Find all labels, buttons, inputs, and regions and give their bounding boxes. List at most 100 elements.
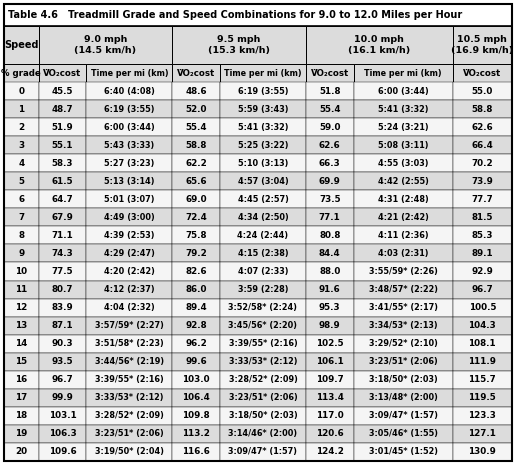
Bar (4, 407, 39, 425)
Bar (172, 118, 220, 136)
Text: 123.3: 123.3 (469, 412, 496, 420)
Text: 55.4: 55.4 (185, 123, 207, 132)
Text: 3:18/50* (2:03): 3:18/50* (2:03) (369, 375, 438, 384)
Bar (87, 154, 172, 172)
Bar (172, 425, 220, 443)
Text: 100.5: 100.5 (469, 303, 496, 312)
Bar (306, 389, 353, 407)
Bar (306, 407, 353, 425)
Text: 3:23/51* (2:06): 3:23/51* (2:06) (369, 357, 438, 366)
Text: 109.6: 109.6 (49, 447, 76, 457)
Bar (453, 100, 512, 118)
Bar (39, 172, 87, 190)
Bar (353, 371, 453, 389)
Bar (39, 371, 87, 389)
Text: 75.8: 75.8 (185, 231, 207, 240)
Bar (306, 371, 353, 389)
Text: 4:07 (2:33): 4:07 (2:33) (238, 267, 288, 276)
Text: 4:20 (2:42): 4:20 (2:42) (104, 267, 155, 276)
Bar (220, 280, 306, 299)
Bar (87, 190, 172, 208)
Bar (453, 443, 512, 461)
Bar (220, 262, 306, 280)
Text: 103.1: 103.1 (49, 412, 76, 420)
Bar (220, 407, 306, 425)
Text: 61.5: 61.5 (52, 177, 73, 186)
Text: 73.9: 73.9 (472, 177, 493, 186)
Bar (4, 172, 39, 190)
Bar (4, 208, 39, 226)
Bar (220, 154, 306, 172)
Bar (172, 26, 306, 64)
Text: 10.5 mph
(16.9 km/h): 10.5 mph (16.9 km/h) (451, 35, 513, 55)
Text: 96.2: 96.2 (185, 339, 207, 348)
Text: 4:31 (2:48): 4:31 (2:48) (378, 195, 428, 204)
Bar (39, 389, 87, 407)
Text: 62.6: 62.6 (472, 123, 493, 132)
Bar (87, 226, 172, 245)
Text: 15: 15 (15, 357, 27, 366)
Bar (353, 154, 453, 172)
Bar (220, 317, 306, 335)
Text: 51.9: 51.9 (52, 123, 73, 132)
Text: 103.0: 103.0 (182, 375, 210, 384)
Text: 48.6: 48.6 (185, 86, 207, 95)
Bar (306, 190, 353, 208)
Text: 109.7: 109.7 (316, 375, 344, 384)
Bar (39, 118, 87, 136)
Text: 80.8: 80.8 (319, 231, 341, 240)
Bar (306, 136, 353, 154)
Bar (220, 425, 306, 443)
Text: 93.5: 93.5 (52, 357, 73, 366)
Text: V̇O₂cost: V̇O₂cost (311, 68, 349, 78)
Bar (172, 100, 220, 118)
Text: 99.9: 99.9 (52, 393, 73, 402)
Bar (87, 371, 172, 389)
Bar (453, 280, 512, 299)
Text: 74.3: 74.3 (52, 249, 73, 258)
Text: 13: 13 (15, 321, 27, 330)
Bar (39, 425, 87, 443)
Bar (4, 4, 512, 26)
Bar (353, 82, 453, 100)
Bar (306, 154, 353, 172)
Text: 3:09/47* (1:57): 3:09/47* (1:57) (368, 412, 438, 420)
Bar (87, 100, 172, 118)
Text: 5:27 (3:23): 5:27 (3:23) (104, 159, 154, 168)
Text: 65.6: 65.6 (185, 177, 207, 186)
Text: 14: 14 (15, 339, 27, 348)
Bar (87, 136, 172, 154)
Text: 17: 17 (15, 393, 27, 402)
Text: 62.6: 62.6 (319, 141, 341, 150)
Bar (453, 425, 512, 443)
Bar (39, 136, 87, 154)
Text: 52.0: 52.0 (185, 105, 207, 113)
Text: 4:45 (2:57): 4:45 (2:57) (237, 195, 288, 204)
Text: 3:39/55* (2:16): 3:39/55* (2:16) (229, 339, 297, 348)
Bar (39, 208, 87, 226)
Text: 84.4: 84.4 (319, 249, 341, 258)
Bar (39, 100, 87, 118)
Text: 117.0: 117.0 (316, 412, 344, 420)
Bar (306, 262, 353, 280)
Bar (453, 82, 512, 100)
Bar (306, 208, 353, 226)
Bar (4, 190, 39, 208)
Bar (172, 190, 220, 208)
Bar (4, 100, 39, 118)
Text: 3:55/59* (2:26): 3:55/59* (2:26) (369, 267, 438, 276)
Text: 79.2: 79.2 (185, 249, 207, 258)
Text: 4:55 (3:03): 4:55 (3:03) (378, 159, 428, 168)
Text: V̇O₂cost: V̇O₂cost (463, 68, 502, 78)
Bar (353, 190, 453, 208)
Text: 5: 5 (19, 177, 24, 186)
Text: 77.7: 77.7 (472, 195, 493, 204)
Text: 5:13 (3:14): 5:13 (3:14) (104, 177, 155, 186)
Text: 5:59 (3:43): 5:59 (3:43) (238, 105, 288, 113)
Text: Time per mi (km): Time per mi (km) (224, 68, 302, 78)
Bar (87, 262, 172, 280)
Bar (172, 317, 220, 335)
Text: 3:29/52* (2:10): 3:29/52* (2:10) (369, 339, 438, 348)
Bar (306, 299, 353, 317)
Bar (353, 299, 453, 317)
